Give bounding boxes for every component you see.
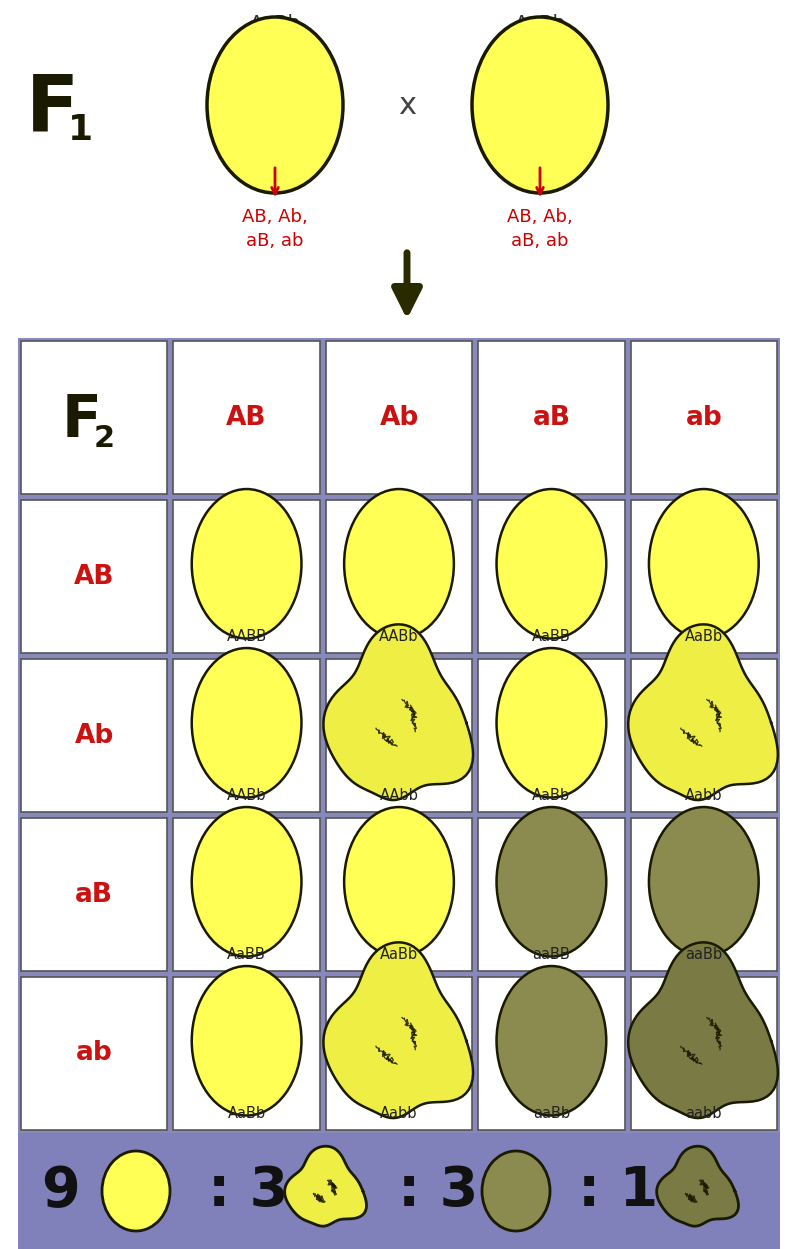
Bar [478,659,625,812]
Polygon shape [657,1147,738,1227]
Ellipse shape [192,807,302,957]
Bar [630,818,777,970]
Text: aB: aB [533,405,570,431]
Text: AB, Ab,
aB, ab: AB, Ab, aB, ab [507,209,573,250]
Bar [21,659,167,812]
Bar [630,341,777,495]
Text: 9: 9 [41,1164,79,1218]
Polygon shape [628,942,778,1118]
Text: AaBb: AaBb [514,14,566,32]
Bar [174,341,320,495]
Bar [478,818,625,970]
Polygon shape [323,942,473,1118]
Text: Aabb: Aabb [685,788,722,803]
Bar [21,818,167,970]
Text: AaBb: AaBb [250,14,301,32]
Bar [21,977,167,1130]
Text: : 1: : 1 [578,1164,658,1218]
Bar [326,659,472,812]
Text: aabb: aabb [686,1107,722,1122]
Text: AABb: AABb [379,629,418,644]
Ellipse shape [192,648,302,798]
Bar [326,500,472,653]
Bar [478,341,625,495]
Ellipse shape [472,17,608,194]
Text: ab: ab [686,405,722,431]
Text: : 3: : 3 [208,1164,288,1218]
Bar [174,659,320,812]
Text: AABB: AABB [226,629,266,644]
Text: AaBB: AaBB [532,629,570,644]
Polygon shape [323,624,473,801]
Text: aaBb: aaBb [533,1107,570,1122]
Text: AaBb: AaBb [532,788,570,803]
Bar [21,341,167,495]
Text: F: F [26,70,78,146]
Polygon shape [628,624,778,801]
Ellipse shape [192,965,302,1115]
Text: 2: 2 [94,425,114,453]
Bar [630,977,777,1130]
Bar [18,1133,780,1249]
Text: Ab: Ab [74,722,114,748]
Text: : 3: : 3 [398,1164,478,1218]
Bar [630,500,777,653]
Text: AaBB: AaBB [227,948,266,963]
Text: AaBb: AaBb [227,1107,266,1122]
Text: Aabb: Aabb [380,1107,418,1122]
Ellipse shape [482,1152,550,1232]
Text: ab: ab [76,1040,113,1067]
Bar [18,338,780,1133]
Ellipse shape [497,648,606,798]
Text: AaBb: AaBb [685,629,723,644]
Ellipse shape [497,490,606,638]
Ellipse shape [497,965,606,1115]
Bar [326,341,472,495]
Text: AB: AB [226,405,267,431]
Bar [478,500,625,653]
Text: F: F [62,392,102,450]
Ellipse shape [344,807,454,957]
Ellipse shape [102,1152,170,1232]
Text: AaBb: AaBb [380,948,418,963]
Bar [174,977,320,1130]
Bar [326,818,472,970]
Bar [478,977,625,1130]
Ellipse shape [344,490,454,638]
Text: aaBB: aaBB [533,948,570,963]
Text: aaBb: aaBb [686,948,722,963]
Bar [174,500,320,653]
Text: AB, Ab,
aB, ab: AB, Ab, aB, ab [242,209,308,250]
Ellipse shape [497,807,606,957]
Ellipse shape [192,490,302,638]
Text: AB: AB [74,563,114,590]
Bar [630,659,777,812]
Ellipse shape [207,17,343,194]
Ellipse shape [649,807,758,957]
Text: x: x [398,90,416,120]
Text: AABb: AABb [227,788,266,803]
Text: AAbb: AAbb [379,788,418,803]
Text: 1: 1 [67,112,93,147]
Bar [174,818,320,970]
Text: Ab: Ab [379,405,418,431]
Bar [21,500,167,653]
Ellipse shape [649,490,758,638]
Text: aB: aB [75,882,114,908]
Polygon shape [285,1147,366,1227]
Bar [326,977,472,1130]
